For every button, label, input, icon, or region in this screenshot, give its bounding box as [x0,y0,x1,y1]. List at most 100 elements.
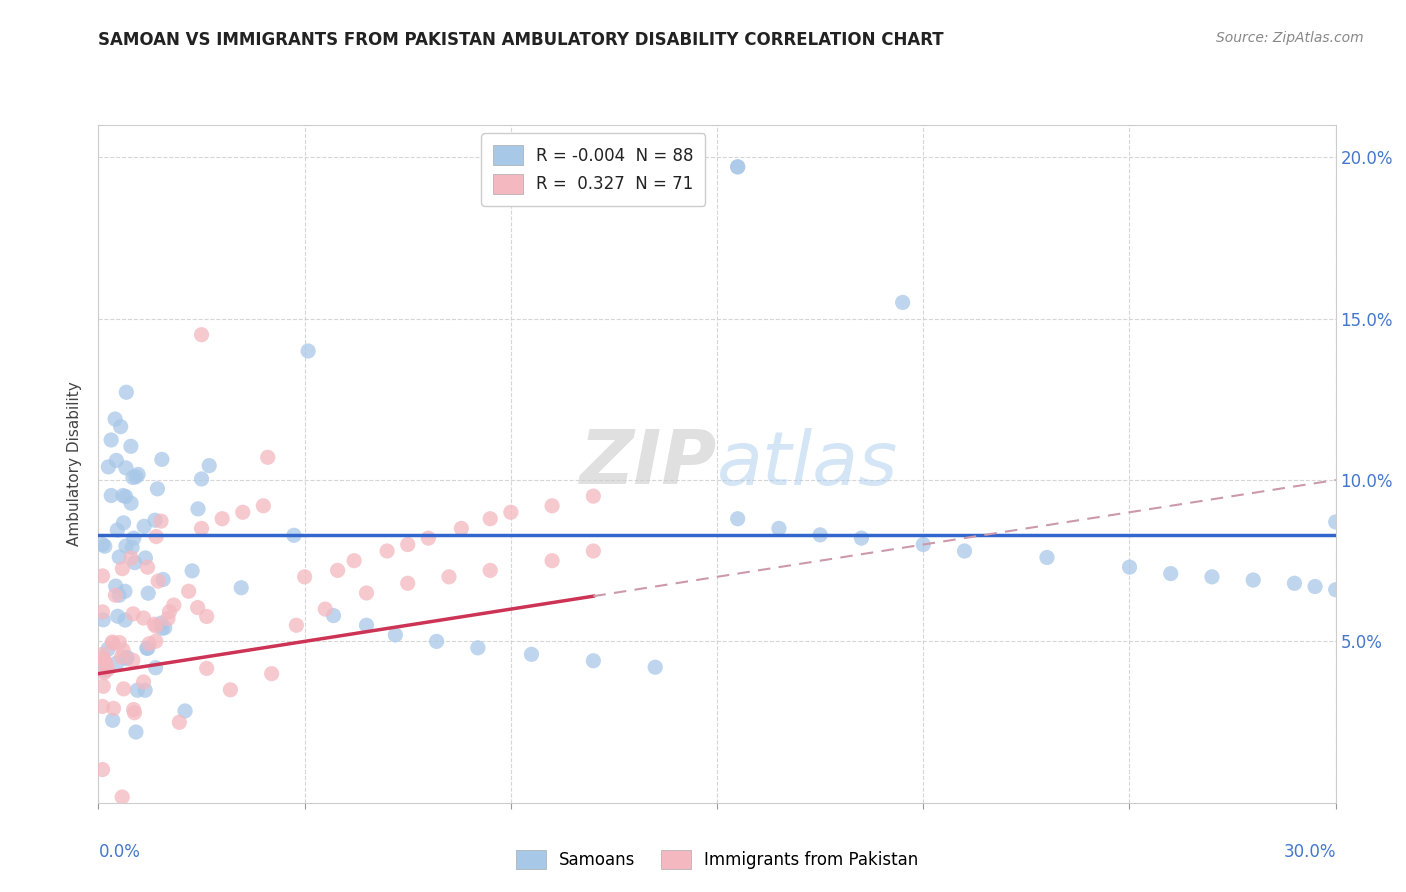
Point [1241,573,1264,587]
Point [190,521,212,535]
Point [356,586,378,600]
Point [124,556,146,570]
Point [108,635,131,649]
Point [107,609,129,624]
Point [122,531,145,545]
Point [499,505,522,519]
Point [114,613,136,627]
Point [101,714,124,728]
Point [93,664,115,678]
Point [156,612,179,626]
Point [91,651,114,665]
Point [150,621,173,635]
Point [232,505,254,519]
Point [297,343,319,358]
Point [112,681,135,696]
Point [375,544,398,558]
Point [127,683,149,698]
Point [150,615,173,630]
Text: atlas: atlas [717,428,898,500]
Point [177,584,200,599]
Point [163,598,186,612]
Point [112,516,135,530]
Point [111,562,134,576]
Point [541,499,564,513]
Point [115,539,138,553]
Text: SAMOAN VS IMMIGRANTS FROM PAKISTAN AMBULATORY DISABILITY CORRELATION CHART: SAMOAN VS IMMIGRANTS FROM PAKISTAN AMBUL… [98,31,943,49]
Point [97,459,120,474]
Point [122,702,145,716]
Point [851,531,873,545]
Text: ZIP: ZIP [579,427,717,500]
Point [136,586,159,600]
Point [437,570,460,584]
Point [195,661,218,675]
Point [169,715,191,730]
Point [187,501,209,516]
Point [808,528,831,542]
Point [94,539,117,553]
Point [115,650,138,665]
Point [104,412,127,426]
Point [283,528,305,542]
Point [121,653,143,667]
Point [1118,560,1140,574]
Point [322,608,344,623]
Point [727,160,749,174]
Point [145,530,167,544]
Point [520,648,543,662]
Point [111,790,134,805]
Point [418,531,440,545]
Point [138,637,160,651]
Point [727,160,749,174]
Point [114,490,136,504]
Y-axis label: Ambulatory Disability: Ambulatory Disability [67,382,83,546]
Point [1201,570,1223,584]
Point [953,544,976,558]
Point [135,641,157,656]
Point [159,605,181,619]
Point [104,588,127,602]
Point [294,570,316,584]
Point [143,617,166,632]
Point [108,588,131,602]
Point [127,467,149,482]
Point [120,551,142,566]
Point [356,618,378,632]
Point [198,458,221,473]
Point [132,675,155,690]
Point [91,648,114,662]
Point [190,327,212,342]
Point [112,643,135,657]
Point [91,538,114,552]
Point [122,470,145,484]
Point [91,699,114,714]
Point [1324,515,1347,529]
Point [146,482,169,496]
Point [132,611,155,625]
Point [1284,576,1306,591]
Point [326,563,349,577]
Point [582,489,605,503]
Point [114,584,136,599]
Point [125,470,148,484]
Text: 30.0%: 30.0% [1284,844,1336,862]
Point [121,541,143,555]
Point [479,512,502,526]
Point [100,489,122,503]
Point [252,499,274,513]
Point [134,683,156,698]
Point [108,549,131,564]
Point [891,295,914,310]
Point [146,574,169,588]
Point [93,665,115,680]
Point [467,640,489,655]
Point [285,618,308,632]
Point [91,569,114,583]
Point [110,650,132,665]
Point [582,544,605,558]
Point [396,537,419,551]
Point [97,662,120,676]
Point [211,512,233,526]
Point [181,564,204,578]
